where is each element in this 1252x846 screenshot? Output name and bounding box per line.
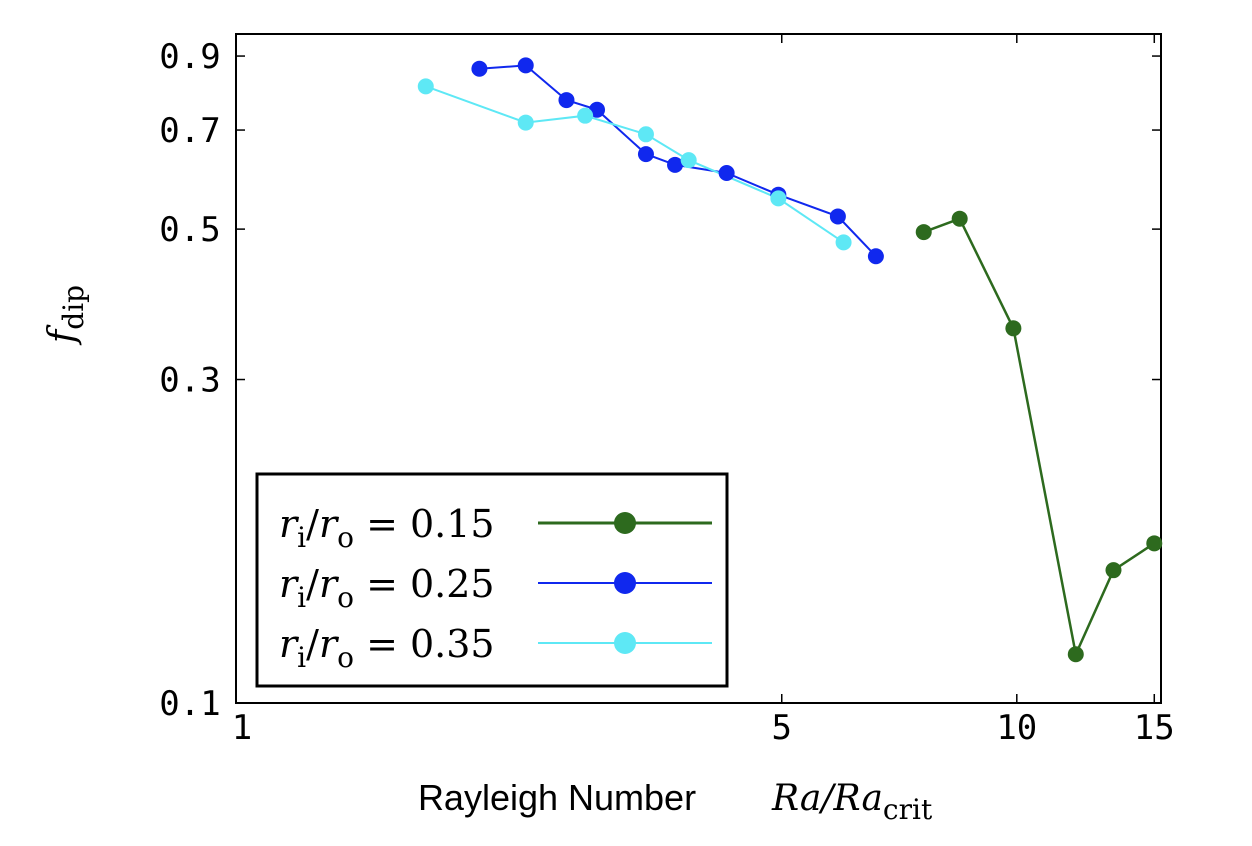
svg-text:fdip: fdip bbox=[42, 285, 90, 346]
data-point bbox=[558, 92, 575, 109]
series-line-2 bbox=[479, 64, 877, 257]
y-tick-label: 0.7 bbox=[159, 111, 220, 151]
data-point bbox=[637, 146, 654, 163]
data-point bbox=[770, 190, 787, 207]
data-point bbox=[680, 152, 697, 169]
series-line-1 bbox=[923, 217, 1155, 659]
legend-label: ri/ro = 0.35 bbox=[279, 622, 495, 674]
y-axis-label-subscript: dip bbox=[57, 285, 90, 330]
y-tick-label: 0.5 bbox=[159, 210, 220, 250]
data-point bbox=[471, 60, 488, 77]
data-point bbox=[718, 164, 735, 181]
data-point bbox=[829, 208, 846, 225]
x-tick-label: 10 bbox=[996, 708, 1037, 748]
legend: ri/ro = 0.15 ri/ro = 0.25 ri/ro = 0.35 bbox=[255, 472, 729, 688]
data-point bbox=[637, 126, 654, 143]
plot-frame bbox=[235, 33, 1162, 704]
data-point bbox=[417, 78, 434, 95]
axis-ticks: 1 5 10 150.10.30.50.70.9 bbox=[159, 34, 1175, 748]
x-axis-label: Rayleigh Number Ra/Racrit bbox=[418, 777, 933, 826]
data-point bbox=[577, 107, 594, 124]
legend-entry-3: ri/ro = 0.35 bbox=[279, 622, 712, 674]
legend-label: ri/ro = 0.15 bbox=[279, 502, 495, 554]
y-axis-label: fdip bbox=[42, 285, 90, 346]
data-point bbox=[589, 101, 606, 118]
data-point bbox=[667, 156, 684, 173]
x-axis-label-subscript: crit bbox=[883, 793, 933, 826]
x-tick-label: 1 bbox=[232, 708, 252, 748]
legend-entry-1: ri/ro = 0.15 bbox=[279, 502, 712, 554]
legend-entry-2: ri/ro = 0.25 bbox=[279, 562, 712, 614]
legend-label: ri/ro = 0.25 bbox=[279, 562, 495, 614]
data-point bbox=[1005, 320, 1022, 337]
data-point bbox=[517, 114, 534, 131]
y-tick-label: 0.1 bbox=[159, 684, 220, 724]
series-line-3 bbox=[425, 85, 845, 244]
data-point bbox=[517, 57, 534, 74]
data-point bbox=[915, 224, 932, 241]
y-tick-label: 0.9 bbox=[159, 37, 220, 77]
data-point bbox=[1105, 562, 1122, 579]
x-axis-label-math: Ra/Ra bbox=[771, 778, 883, 819]
x-tick-label: 15 bbox=[1134, 708, 1175, 748]
svg-text:Ra/Racrit: Ra/Racrit bbox=[771, 778, 933, 826]
data-point bbox=[951, 210, 968, 227]
legend-marker-swatch bbox=[614, 632, 636, 654]
y-tick-label: 0.3 bbox=[159, 361, 220, 401]
data-point bbox=[835, 234, 852, 251]
data-point bbox=[867, 248, 884, 265]
legend-marker-swatch bbox=[614, 572, 636, 594]
data-point bbox=[1067, 646, 1084, 663]
data-point bbox=[1146, 535, 1163, 552]
series-points bbox=[417, 57, 1163, 663]
legend-marker-swatch bbox=[614, 512, 636, 534]
x-tick-label: 5 bbox=[772, 708, 792, 748]
legend-box bbox=[255, 472, 729, 688]
x-axis-label-text: Rayleigh Number bbox=[418, 777, 696, 818]
